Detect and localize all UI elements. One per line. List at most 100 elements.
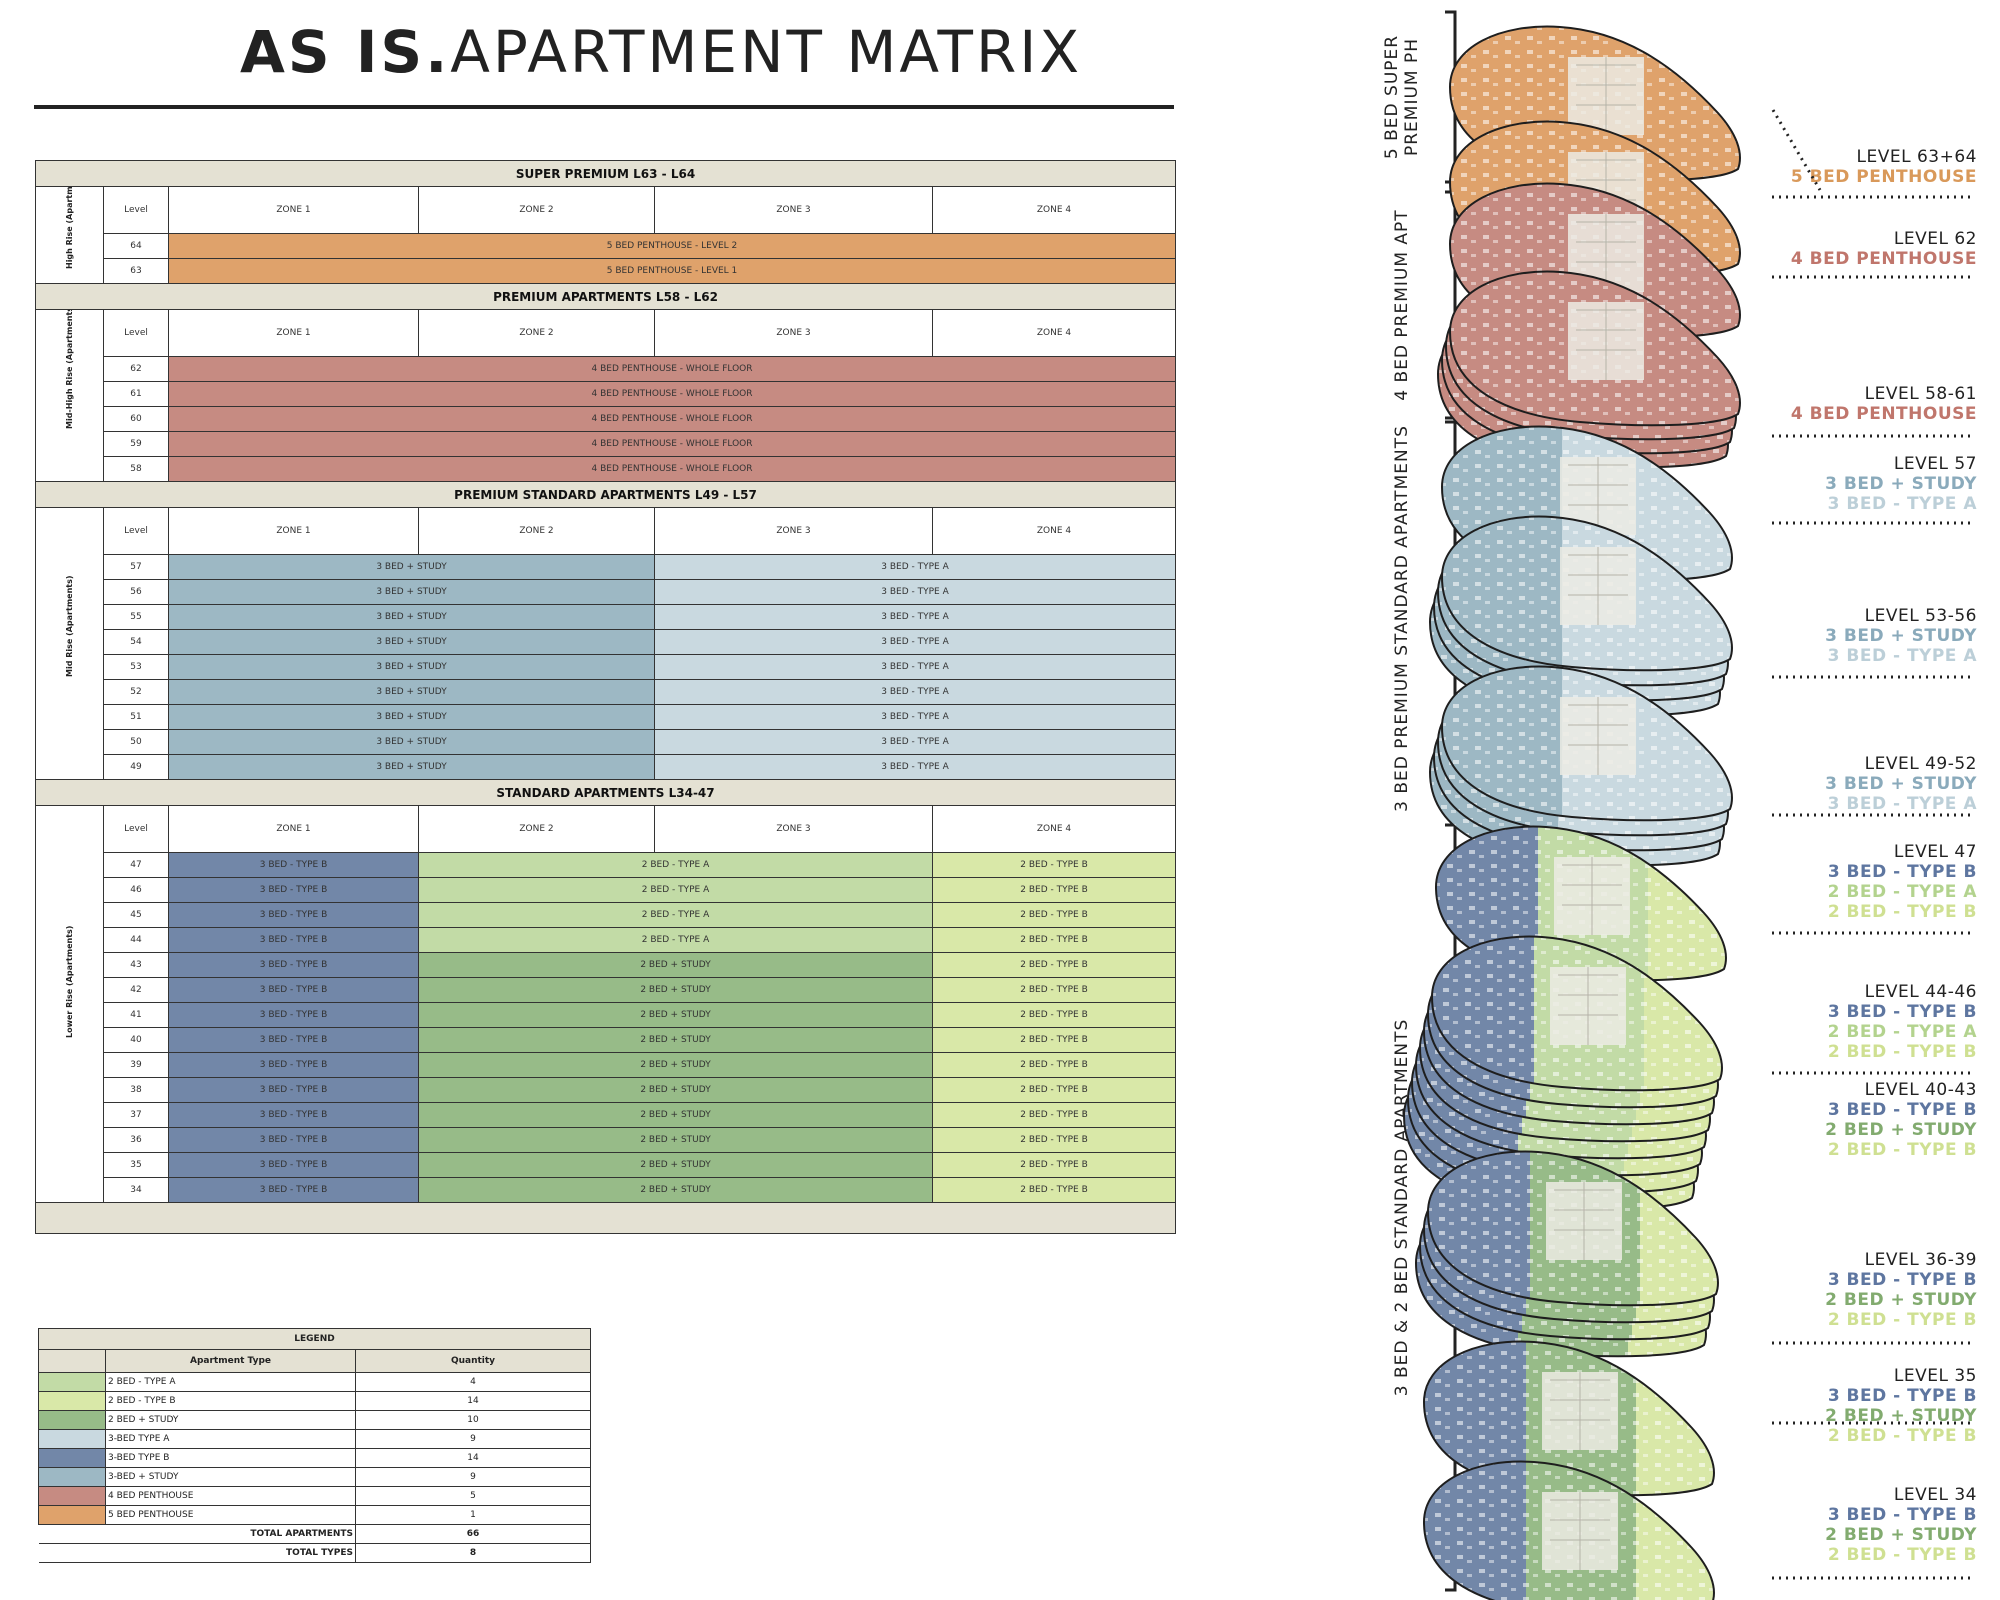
legend-header-row: Apartment Type Quantity	[38, 1349, 591, 1373]
apartment-cell: 3 BED - TYPE A	[653, 754, 1177, 780]
level-name: LEVEL 40-43	[1865, 1080, 1977, 1100]
level-number: 57	[103, 554, 169, 580]
apartment-cell: 3 BED - TYPE B	[168, 927, 419, 953]
apartment-cell: 4 BED PENTHOUSE - WHOLE FLOOR	[167, 406, 1177, 432]
apartment-cell: 3 BED - TYPE B	[168, 1052, 419, 1078]
plate-core-lines	[1568, 547, 1628, 625]
zone-2-header: ZONE 2	[418, 805, 655, 853]
legend-row: 4 BED PENTHOUSE 5	[38, 1486, 591, 1506]
level-name: LEVEL 44-46	[1865, 982, 1977, 1002]
total-types-row: TOTAL TYPES 8	[38, 1543, 591, 1563]
level-apartment-type: 2 BED - TYPE A	[1828, 1022, 1978, 1042]
apartment-cell: 3 BED - TYPE B	[168, 902, 419, 928]
apartment-cell: 3 BED - TYPE B	[168, 1152, 419, 1178]
plate-outline	[1448, 270, 1741, 427]
plate-outline	[1440, 515, 1733, 672]
level-apartment-type: 2 BED - TYPE B	[1828, 1426, 1977, 1446]
level-apartment-type: 3 BED + STUDY	[1825, 626, 1977, 646]
plate-core-lines	[1558, 967, 1618, 1045]
legend-type-label: 2 BED - TYPE B	[105, 1391, 356, 1411]
section-header-row: SUPER PREMIUM L63 - L64	[34, 160, 1177, 187]
apartment-cell: 3 BED - TYPE B	[168, 1177, 419, 1203]
plate-core-lines	[1550, 1372, 1610, 1450]
legend-type-label: 3-BED TYPE A	[105, 1429, 356, 1449]
legend-swatch	[38, 1467, 106, 1487]
apartment-cell: 2 BED + STUDY	[418, 1027, 933, 1053]
apartment-cell: 3 BED + STUDY	[168, 729, 655, 755]
level-apartment-type: 2 BED + STUDY	[1825, 1120, 1977, 1140]
zone-4-header: ZONE 4	[931, 507, 1177, 555]
plate-outline	[1430, 935, 1723, 1092]
apartment-cell: 2 BED - TYPE B	[931, 852, 1177, 878]
level-row: 54 3 BED + STUDY 3 BED - TYPE A	[36, 629, 1177, 655]
level-label-group: LEVEL 624 BED PENTHOUSE	[1772, 229, 1977, 279]
level-number: 40	[103, 1027, 169, 1053]
level-name: LEVEL 58-61	[1865, 384, 1977, 404]
level-row: 55 3 BED + STUDY 3 BED - TYPE A	[36, 604, 1177, 630]
section-header-row: PREMIUM APARTMENTS L58 - L62	[34, 283, 1177, 310]
rise-group-label: Mid Rise (Apartments)	[65, 575, 74, 677]
legend-quantity: 14	[355, 1448, 591, 1468]
level-apartment-type: 3 BED - TYPE B	[1828, 1002, 1977, 1022]
zone-header-row: Mid-High Rise (Apartments) Level ZONE 1 ZON…	[35, 309, 1177, 482]
level-number: 61	[103, 381, 169, 407]
level-number: 51	[103, 704, 169, 730]
apartment-cell: 3 BED + STUDY	[168, 554, 655, 580]
level-number: 50	[103, 729, 169, 755]
level-number: 59	[103, 431, 169, 457]
apartment-cell: 4 BED PENTHOUSE - WHOLE FLOOR	[167, 456, 1177, 482]
level-number: 39	[103, 1052, 169, 1078]
zone-3-header: ZONE 3	[654, 309, 933, 357]
legend-swatch	[38, 1448, 106, 1468]
level-row: 63 5 BED PENTHOUSE - LEVEL 1	[36, 258, 1177, 284]
level-apartment-type: 2 BED + STUDY	[1825, 1290, 1977, 1310]
rise-group-cell: Mid Rise (Apartments)	[35, 507, 104, 780]
plate-core-lines	[1576, 57, 1636, 135]
zone-3-header: ZONE 3	[654, 805, 933, 853]
level-apartment-type: 3 BED + STUDY	[1825, 774, 1977, 794]
matrix-footer	[34, 1202, 1177, 1234]
apartment-cell: 5 BED PENTHOUSE - LEVEL 1	[167, 258, 1177, 284]
level-number: 62	[103, 356, 169, 382]
level-number: 47	[103, 852, 169, 878]
zone-2-header: ZONE 2	[418, 186, 655, 234]
apartment-matrix-table: SUPER PREMIUM L63 - L64 High Rise (Apartm…	[34, 160, 1177, 1234]
legend-swatch	[38, 1486, 106, 1506]
level-apartment-type: 2 BED - TYPE B	[1828, 1545, 1977, 1565]
plate-core-lines	[1562, 857, 1622, 935]
level-apartment-type: 2 BED + STUDY	[1825, 1406, 1977, 1426]
title-bold: AS IS.	[240, 18, 451, 86]
apartment-cell: 2 BED + STUDY	[418, 1002, 933, 1028]
apartment-cell: 2 BED - TYPE B	[931, 1052, 1177, 1078]
legend-type-label: 5 BED PENTHOUSE	[105, 1505, 356, 1525]
title-light: APARTMENT MATRIX	[450, 18, 1083, 86]
legend-quantity: 10	[355, 1410, 591, 1430]
apartment-cell: 3 BED + STUDY	[168, 604, 655, 630]
legend-row: 2 BED + STUDY 10	[38, 1410, 591, 1430]
level-row: 53 3 BED + STUDY 3 BED - TYPE A	[36, 654, 1177, 680]
legend-swatch	[38, 1429, 106, 1449]
level-number: 35	[103, 1152, 169, 1178]
apartment-cell: 3 BED - TYPE A	[653, 679, 1177, 705]
level-number: 58	[103, 456, 169, 482]
level-number: 46	[103, 877, 169, 903]
level-apartment-type: 2 BED - TYPE B	[1828, 902, 1977, 922]
apartment-cell: 2 BED - TYPE A	[418, 927, 933, 953]
level-apartment-type: 3 BED - TYPE B	[1828, 1100, 1977, 1120]
level-row: 64 5 BED PENTHOUSE - LEVEL 2	[36, 233, 1177, 259]
apartment-cell: 2 BED + STUDY	[418, 977, 933, 1003]
level-apartment-type: 3 BED - TYPE A	[1828, 646, 1978, 666]
level-row: 52 3 BED + STUDY 3 BED - TYPE A	[36, 679, 1177, 705]
level-number: 49	[103, 754, 169, 780]
apartment-cell: 2 BED - TYPE B	[931, 1102, 1177, 1128]
apartment-cell: 3 BED - TYPE B	[168, 1077, 419, 1103]
level-number: 41	[103, 1002, 169, 1028]
level-name: LEVEL 53-56	[1865, 606, 1977, 626]
apartment-cell: 3 BED - TYPE A	[653, 554, 1177, 580]
